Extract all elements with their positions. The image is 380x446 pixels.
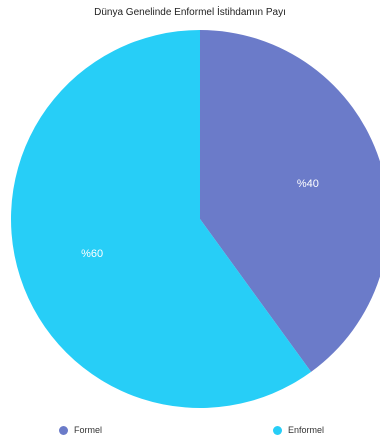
legend: Formel Enformel (0, 425, 380, 441)
data-label-enformel: %60 (81, 248, 103, 260)
legend-item-formel[interactable]: Formel (59, 425, 102, 435)
legend-marker-formel (59, 425, 68, 435)
data-label-formel: %40 (297, 178, 319, 190)
legend-label-formel: Formel (74, 425, 103, 435)
pie-slice-enformel[interactable] (10, 30, 312, 408)
legend-marker-enformel (273, 425, 282, 435)
legend-label-enformel: Enformel (288, 425, 325, 435)
chart-title: Dünya Genelinde Enformel İstihdamın Payı (94, 7, 286, 18)
pie-slice-formel[interactable] (200, 30, 380, 372)
legend-item-enformel[interactable]: Enformel (273, 425, 324, 435)
